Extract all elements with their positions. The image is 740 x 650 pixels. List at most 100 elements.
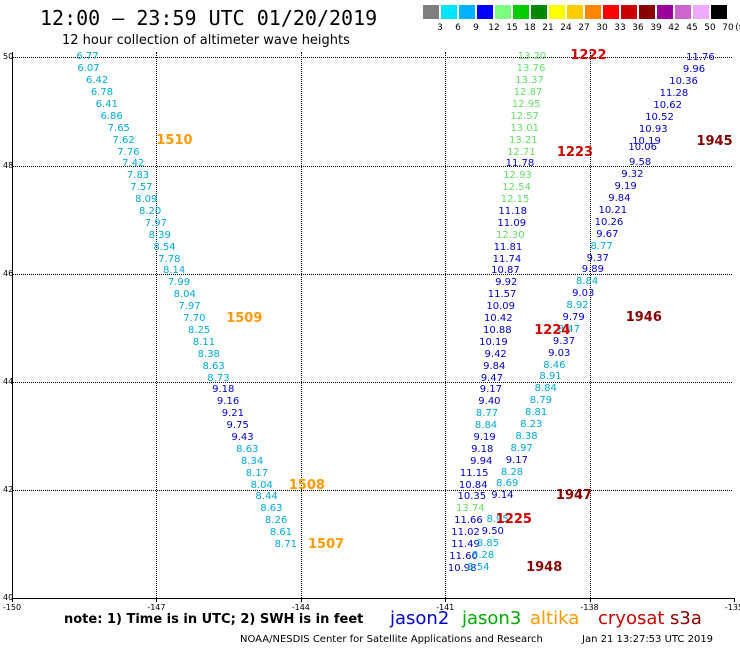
wave-height-value: 9.94 xyxy=(470,455,493,467)
wave-height-value: 9.92 xyxy=(495,277,518,289)
legend-swatch xyxy=(567,5,583,19)
pass-time-label: 1222 xyxy=(570,48,607,64)
wave-height-value: 8.38 xyxy=(197,348,220,360)
legend-label: 30 xyxy=(596,23,608,33)
wave-height-value: 6.42 xyxy=(86,75,109,87)
wave-height-value: 13.74 xyxy=(456,503,485,515)
legend-unit: (ft) xyxy=(735,23,740,33)
grid-latitude xyxy=(12,57,732,59)
wave-height-value: 6.77 xyxy=(76,51,99,63)
wave-height-value: 13.76 xyxy=(516,63,546,75)
wave-height-value: 8.84 xyxy=(575,276,599,288)
wave-height-value: 8.47 xyxy=(557,323,580,335)
pass-time-label: 1948 xyxy=(526,559,563,575)
wave-height-value: 11.49 xyxy=(451,539,480,551)
x-tick xyxy=(156,598,158,602)
wave-height-value: 10.98 xyxy=(447,562,477,574)
wave-height-value: 9.42 xyxy=(484,348,507,360)
y-tick-label: 40 xyxy=(3,593,14,602)
legend-swatch xyxy=(513,5,529,19)
wave-height-value: 8.79 xyxy=(529,395,553,407)
pass-time-label: 1509 xyxy=(226,311,263,327)
wave-height-value: 8.63 xyxy=(260,503,283,515)
satellite-altika: altika xyxy=(530,608,580,629)
wave-height-value: 8.73 xyxy=(207,372,230,384)
wave-height-value: 8.26 xyxy=(265,515,288,527)
wave-height-value: 6.41 xyxy=(95,98,118,110)
legend-label: 39 xyxy=(650,23,662,33)
legend-label: 3 xyxy=(437,23,443,33)
wave-height-value: 11.28 xyxy=(659,88,689,100)
legend-swatch xyxy=(423,5,439,19)
wave-height-value: 6.78 xyxy=(90,87,114,99)
pass-time-label: 1507 xyxy=(308,537,345,553)
wave-height-value: 8.28 xyxy=(472,549,495,561)
wave-height-value: 9.89 xyxy=(581,264,605,276)
wave-height-value: 11.02 xyxy=(451,527,480,539)
wave-height-value: 7.62 xyxy=(112,134,135,146)
x-tick-label: -144 xyxy=(291,603,310,612)
legend-swatch xyxy=(549,5,565,19)
legend-label: 21 xyxy=(542,23,554,33)
wave-height-value: 7.76 xyxy=(117,146,140,158)
grid-longitude xyxy=(445,52,447,598)
wave-height-value: 9.67 xyxy=(596,228,619,240)
wave-height-value: 11.18 xyxy=(498,206,528,218)
wave-height-value: 11.78 xyxy=(505,158,535,170)
wave-height-value: 7.99 xyxy=(167,277,191,289)
wave-height-value: 12.71 xyxy=(507,146,536,158)
legend-swatch xyxy=(621,5,637,19)
legend-swatch xyxy=(585,5,601,19)
x-tick-label: -147 xyxy=(147,603,166,612)
wave-height-value: 8.38 xyxy=(515,430,538,442)
x-tick-label: -150 xyxy=(2,603,22,612)
pass-time-label: 1945 xyxy=(696,133,733,149)
y-tick-label: 50 xyxy=(3,52,14,62)
x-tick xyxy=(589,598,591,602)
wave-height-value: 8.25 xyxy=(188,324,211,336)
wave-height-value: 11.09 xyxy=(497,217,527,229)
wave-height-value: 10.06 xyxy=(628,142,657,154)
grid-longitude xyxy=(589,52,591,598)
y-tick-label: 48 xyxy=(3,160,14,170)
wave-height-value: 9.75 xyxy=(226,420,249,432)
wave-height-value: 8.63 xyxy=(202,360,225,372)
wave-height-value: 8.95 xyxy=(486,514,509,526)
satellite-cryosat: cryosat xyxy=(598,608,665,629)
y-tick-label: 44 xyxy=(3,376,14,386)
wave-height-value: 8.46 xyxy=(543,359,566,371)
wave-height-value: 9.37 xyxy=(586,252,609,264)
wave-height-value: 8.77 xyxy=(590,240,613,252)
legend-label: 6 xyxy=(455,23,461,33)
wave-height-value: 8.39 xyxy=(148,229,171,241)
wave-height-value: 9.37 xyxy=(552,335,576,347)
wave-height-value: 7.97 xyxy=(178,301,201,313)
wave-height-value: 8.54 xyxy=(153,241,176,253)
pass-time-label: 1225 xyxy=(495,512,532,528)
map-subtitle: 12 hour collection of altimeter wave hei… xyxy=(62,33,350,48)
wave-height-value: 9.16 xyxy=(216,396,240,408)
wave-height-value: 8.09 xyxy=(135,194,158,206)
legend-label: 50 xyxy=(704,23,716,33)
wave-height-value: 12.15 xyxy=(500,194,530,206)
wave-height-value: 9.47 xyxy=(480,372,503,384)
wave-height-value: 9.50 xyxy=(481,526,504,538)
grid-latitude xyxy=(12,489,732,491)
satellite-jason2: jason2 xyxy=(390,608,450,629)
wave-height-value: 10.62 xyxy=(653,100,683,112)
legend-swatch xyxy=(675,5,691,19)
wave-height-value: 9.32 xyxy=(621,169,644,181)
legend-label: 9 xyxy=(473,23,479,33)
legend-label: 27 xyxy=(578,23,590,33)
credit-line: NOAA/NESDIS Center for Satellite Applica… xyxy=(240,634,543,645)
grid-latitude xyxy=(12,273,732,275)
legend-label: 42 xyxy=(668,23,680,33)
wave-height-value: 9.17 xyxy=(479,384,502,396)
wave-height-value: 9.96 xyxy=(682,64,706,76)
footnote: note: 1) Time is in UTC; 2) SWH is in fe… xyxy=(64,612,364,627)
wave-height-value: 10.52 xyxy=(645,111,674,123)
wave-height-value: 8.91 xyxy=(539,371,562,383)
generated-timestamp: Jan 21 13:27:53 UTC 2019 xyxy=(582,634,714,645)
pass-time-label: 1508 xyxy=(288,477,325,493)
wave-height-value: 9.79 xyxy=(562,311,585,323)
